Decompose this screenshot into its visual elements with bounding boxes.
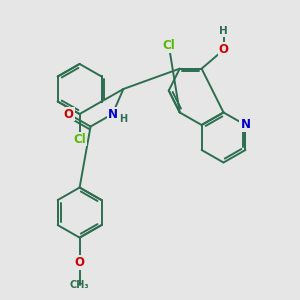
Text: N: N — [107, 107, 118, 121]
Text: O: O — [75, 256, 85, 269]
Text: H: H — [219, 26, 228, 36]
Text: N: N — [240, 118, 250, 131]
Text: Cl: Cl — [73, 133, 86, 146]
Text: O: O — [64, 107, 74, 121]
Text: Cl: Cl — [162, 39, 175, 52]
Text: CH₃: CH₃ — [70, 280, 89, 290]
Text: O: O — [218, 44, 229, 56]
Text: H: H — [119, 114, 128, 124]
